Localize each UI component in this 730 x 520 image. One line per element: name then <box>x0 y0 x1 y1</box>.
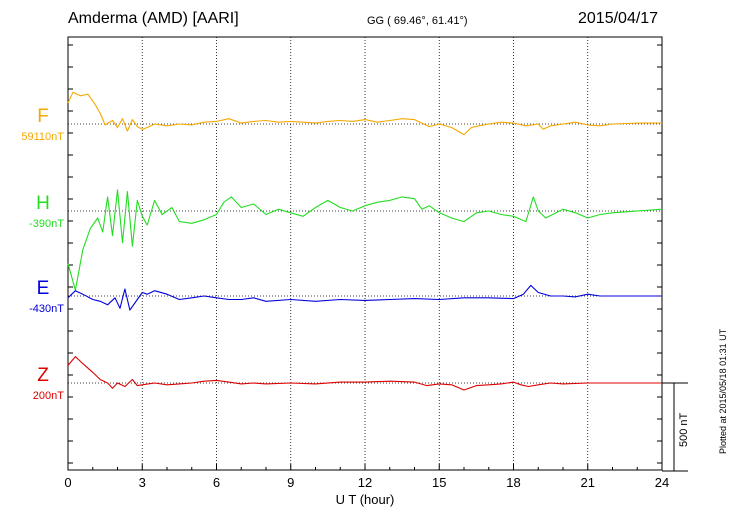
baseline-label-H: -390nT <box>29 218 64 230</box>
baseline-label-Z: 200nT <box>33 390 64 402</box>
chart-title: Amderma (AMD) [AARI] <box>68 10 239 27</box>
baseline-label-E: -430nT <box>29 303 64 315</box>
series-line-F <box>67 91 662 136</box>
chart-date: 2015/04/17 <box>578 10 659 27</box>
series-line-Z <box>67 356 662 391</box>
series-line-E <box>67 284 662 311</box>
x-tick-label: 18 <box>506 475 520 490</box>
component-label-F: F <box>37 106 49 127</box>
component-label-H: H <box>36 193 50 214</box>
x-tick-label: 9 <box>287 475 294 490</box>
x-tick-label: 3 <box>139 475 146 490</box>
component-label-E: E <box>37 278 50 299</box>
series-line-H <box>67 189 663 291</box>
station-coordinates: GG ( 69.46°, 61.41°) <box>367 15 468 27</box>
x-tick-label: 24 <box>655 475 669 490</box>
x-tick-label: 15 <box>432 475 446 490</box>
x-axis-label: U T (hour) <box>336 492 395 507</box>
x-tick-label: 6 <box>213 475 220 490</box>
x-tick-label: 0 <box>64 475 71 490</box>
baseline-label-F: 59110nT <box>21 131 64 143</box>
x-tick-label: 21 <box>581 475 595 490</box>
component-label-Z: Z <box>37 365 49 386</box>
x-tick-label: 12 <box>358 475 372 490</box>
